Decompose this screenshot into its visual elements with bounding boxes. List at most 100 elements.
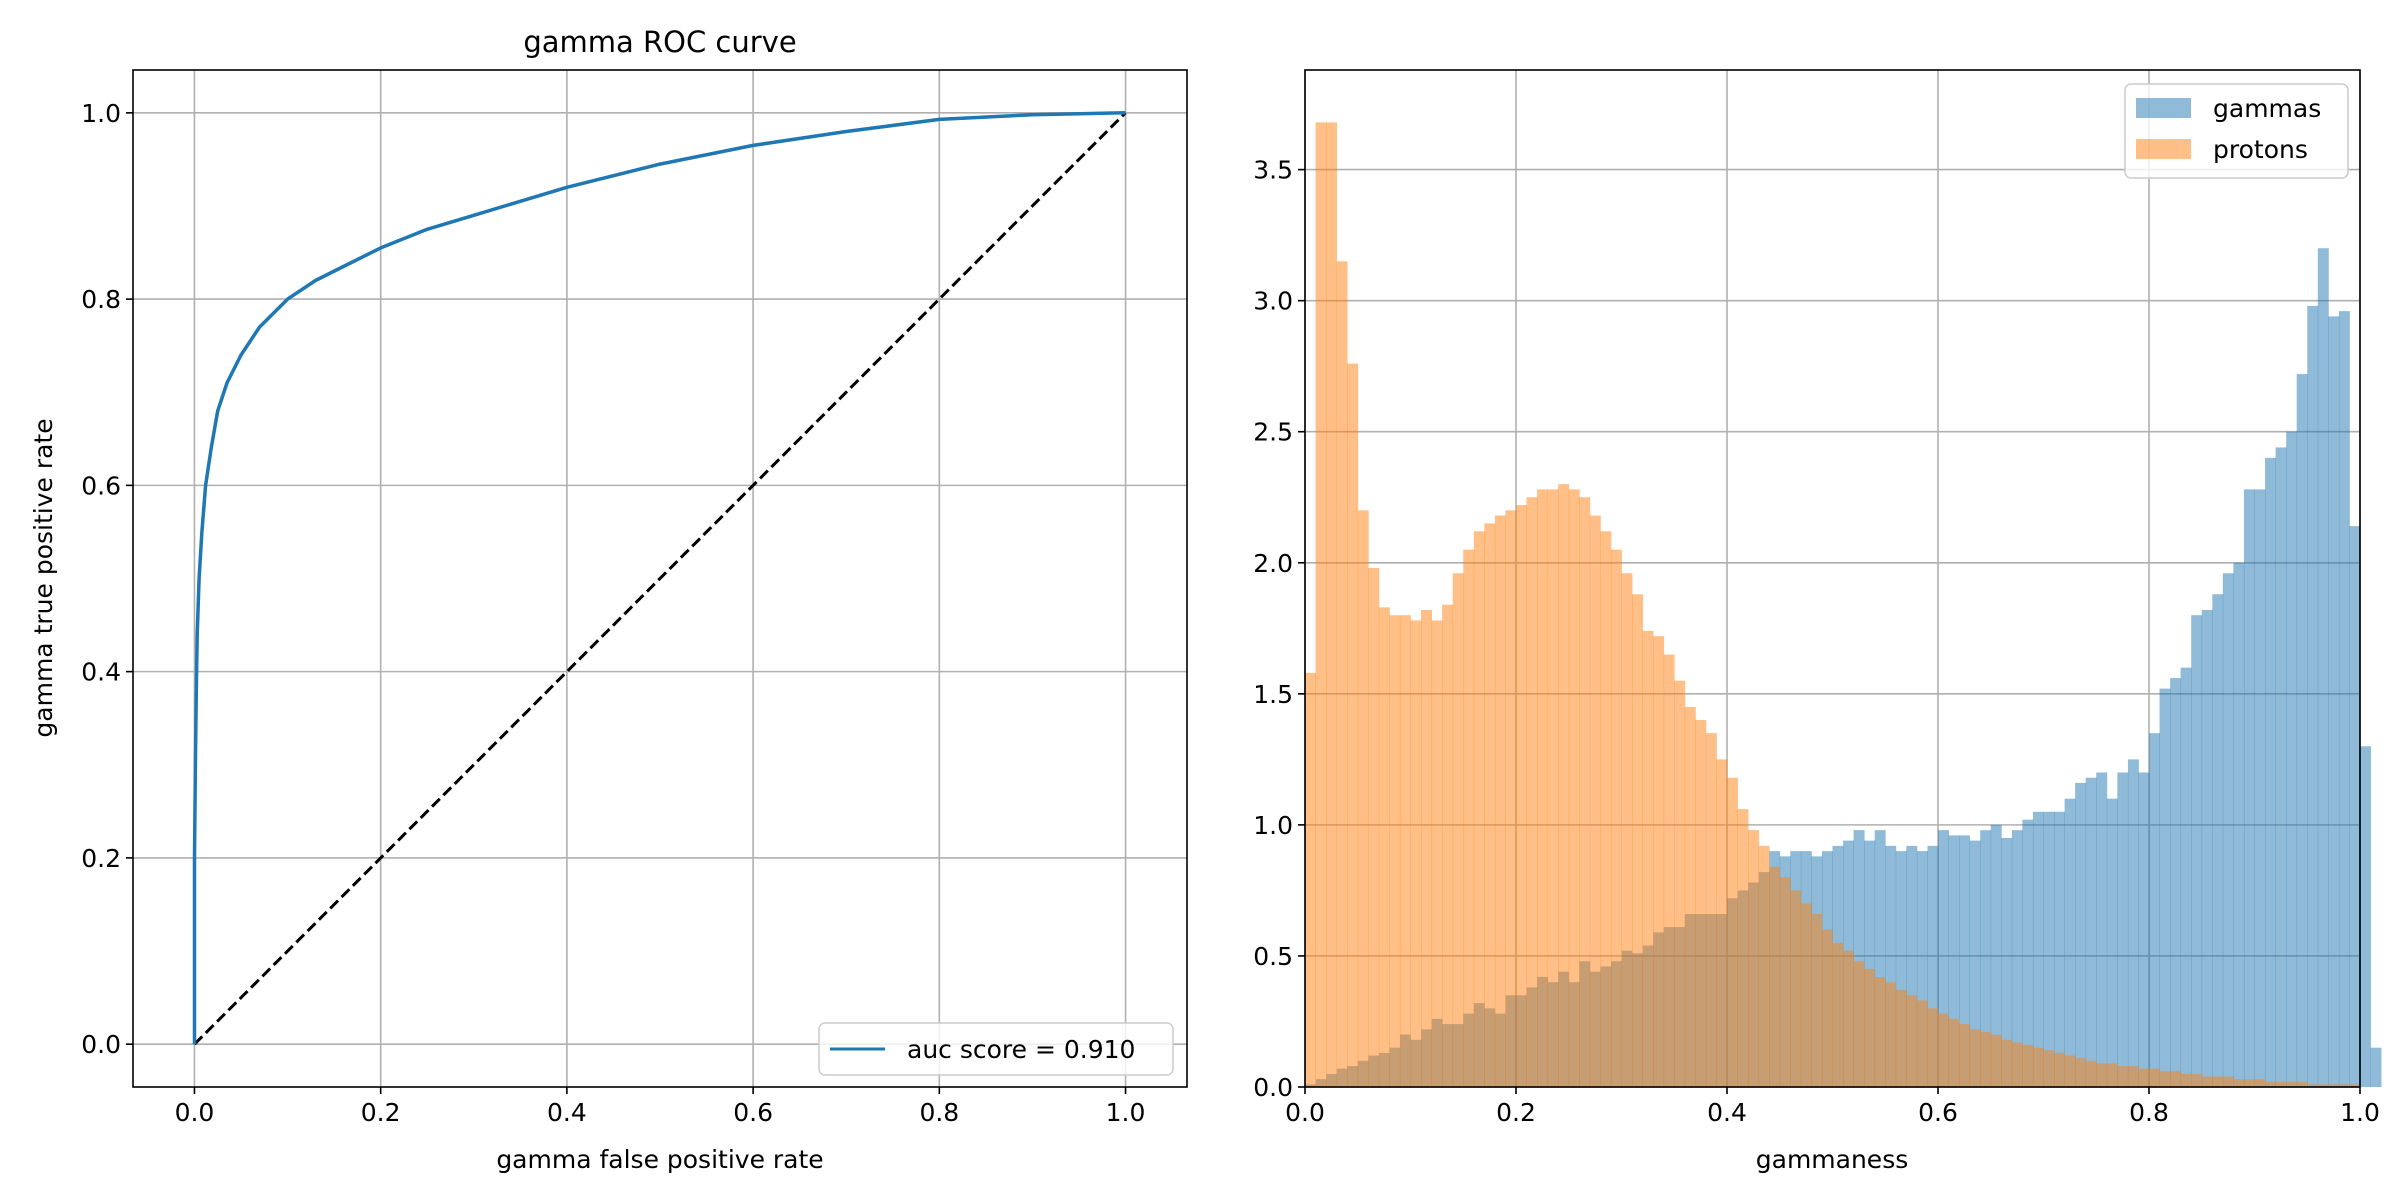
- histogram-y-tick-label: 3.5: [1253, 156, 1293, 185]
- roc-x-tick-label: 0.8: [919, 1098, 959, 1127]
- histogram-bar-gammas: [1959, 835, 1971, 1087]
- roc-y-tick-label: 0.6: [81, 471, 121, 500]
- histogram-bar-gammas: [2054, 811, 2065, 1087]
- histogram-bar-protons: [1357, 510, 1369, 1088]
- histogram-x-tick-label: 0.2: [1496, 1098, 1536, 1127]
- histogram-x-axis-label: gammaness: [1756, 1145, 1909, 1174]
- histogram-y-tick-label: 1.0: [1253, 811, 1293, 840]
- histogram-x-tick-label: 1.0: [2340, 1098, 2380, 1127]
- histogram-bar-protons: [2075, 1058, 2087, 1087]
- histogram-bar-gammas: [2360, 746, 2371, 1087]
- histogram-bar-protons: [1821, 929, 1833, 1087]
- histogram-bar-protons: [1695, 720, 1707, 1087]
- histogram-bar-gammas: [2222, 573, 2234, 1087]
- histogram-bar-gammas: [2011, 830, 2023, 1087]
- histogram-bar-gammas: [1853, 830, 1865, 1087]
- histogram-bar-protons: [1610, 549, 1622, 1087]
- histogram-bar-protons: [1442, 604, 1454, 1087]
- histogram-bar-protons: [2106, 1063, 2118, 1087]
- histogram-bar-protons: [1537, 489, 1549, 1087]
- histogram-bar-protons: [1368, 568, 1380, 1087]
- histogram-bar-protons: [2096, 1063, 2108, 1087]
- histogram-bar-protons: [1674, 680, 1686, 1087]
- histogram-bar-protons: [1853, 961, 1865, 1087]
- histogram-bar-protons: [1621, 573, 1633, 1087]
- histogram-bar-protons: [2064, 1055, 2076, 1087]
- histogram-bar-protons: [1484, 523, 1496, 1087]
- histogram-bar-gammas: [2159, 688, 2171, 1087]
- roc-panel: 0.0 0.2 0.4 0.6 0.8 1.0 0.0 0.2 0.4 0.6 0.8 1.0 gam…: [29, 25, 1188, 1174]
- histogram-bar-protons: [1399, 615, 1411, 1087]
- roc-x-tick-label: 0.2: [361, 1098, 401, 1127]
- histogram-bar-protons: [2085, 1060, 2097, 1087]
- histogram-bar-protons: [1990, 1034, 2002, 1087]
- histogram-bar-protons: [1779, 877, 1791, 1087]
- histogram-bar-gammas: [2317, 248, 2329, 1088]
- histogram-bar-gammas: [2075, 782, 2087, 1087]
- histogram-bar-protons: [1632, 594, 1643, 1087]
- histogram-bar-gammas: [2096, 772, 2108, 1087]
- histogram-bar-gammas: [1864, 840, 1876, 1087]
- histogram-bar-protons: [1832, 942, 1844, 1087]
- histogram-bar-gammas: [2275, 447, 2287, 1087]
- histogram-y-tick-label: 0.5: [1253, 942, 1293, 971]
- histogram-bar-gammas: [2032, 811, 2044, 1087]
- histogram-bar-gammas: [2180, 667, 2192, 1087]
- histogram-bar-protons: [1431, 620, 1443, 1087]
- histogram-bar-protons: [1916, 1000, 1928, 1087]
- histogram-bar-protons: [1959, 1024, 1971, 1087]
- histogram-bar-protons: [2127, 1066, 2139, 1087]
- histogram-bar-protons: [1748, 830, 1760, 1087]
- histogram-bar-protons: [1347, 363, 1359, 1087]
- histogram-bar-protons: [1874, 976, 1886, 1087]
- histogram-bar-protons: [1948, 1018, 1960, 1087]
- histogram-bar-protons: [2338, 1084, 2350, 1087]
- histogram-bar-gammas: [1885, 845, 1897, 1087]
- histogram-bar-protons: [1843, 950, 1854, 1087]
- histogram-bar-gammas: [2106, 798, 2118, 1087]
- roc-legend-box: [818, 1022, 1174, 1076]
- histogram-bar-protons: [1653, 636, 1665, 1087]
- histogram-bar-gammas: [2254, 489, 2266, 1087]
- histogram-x-tick-label: 0.8: [2129, 1098, 2169, 1127]
- histogram-bar-protons: [1421, 609, 1432, 1087]
- roc-x-tick-label: 0.0: [175, 1098, 215, 1127]
- histogram-bar-gammas: [2349, 526, 2361, 1087]
- histogram-bar-protons: [2307, 1084, 2319, 1087]
- histogram-bar-gammas: [2233, 562, 2245, 1087]
- histogram-bar-gammas: [2296, 374, 2308, 1087]
- histogram-bar-protons: [1579, 497, 1591, 1087]
- histogram-bar-gammas: [1906, 845, 1918, 1087]
- histogram-bar-protons: [1906, 995, 1918, 1087]
- histogram-bar-protons: [1758, 845, 1770, 1087]
- histogram-bar-gammas: [2307, 305, 2319, 1087]
- histogram-y-tick-label: 3.0: [1253, 287, 1293, 316]
- histogram-bar-protons: [2022, 1045, 2034, 1087]
- histogram-bar-protons: [1864, 969, 1876, 1087]
- histogram-bar-gammas: [2191, 615, 2203, 1087]
- histogram-bar-protons: [2138, 1068, 2150, 1087]
- roc-axes-frame: [132, 69, 1188, 1088]
- histogram-bar-gammas: [2022, 819, 2034, 1087]
- histogram-bar-protons: [1378, 607, 1390, 1087]
- histogram-bar-gammas: [1927, 845, 1939, 1087]
- histogram-bar-protons: [2011, 1042, 2023, 1087]
- histogram-bar-protons: [1389, 615, 1401, 1087]
- histogram-legend-label-gammas: gammas: [2213, 94, 2321, 123]
- histogram-bar-gammas: [2201, 609, 2213, 1087]
- histogram-bar-gammas: [2001, 837, 2013, 1087]
- histogram-bar-protons: [1452, 573, 1464, 1087]
- histogram-bar-protons: [1727, 777, 1738, 1087]
- histogram-bar-protons: [2117, 1066, 2129, 1087]
- chance-diagonal-line: [193, 111, 1127, 1046]
- histogram-bar-protons: [1642, 630, 1654, 1087]
- histogram-panel: 0.0 0.2 0.4 0.6 0.8 1.0 0.0 0.5 1.0 1.5 2.0 2.5 3.0 3…: [1253, 69, 2382, 1174]
- histogram-bar-protons: [2159, 1071, 2171, 1087]
- histogram-bar-gammas: [1916, 851, 1928, 1087]
- histogram-bar-protons: [1526, 497, 1538, 1087]
- histogram-bar-protons: [1315, 122, 1327, 1088]
- histogram-bar-protons: [1600, 531, 1612, 1087]
- roc-y-tick-label: 0.2: [81, 844, 121, 873]
- histogram-bar-protons: [2191, 1073, 2203, 1087]
